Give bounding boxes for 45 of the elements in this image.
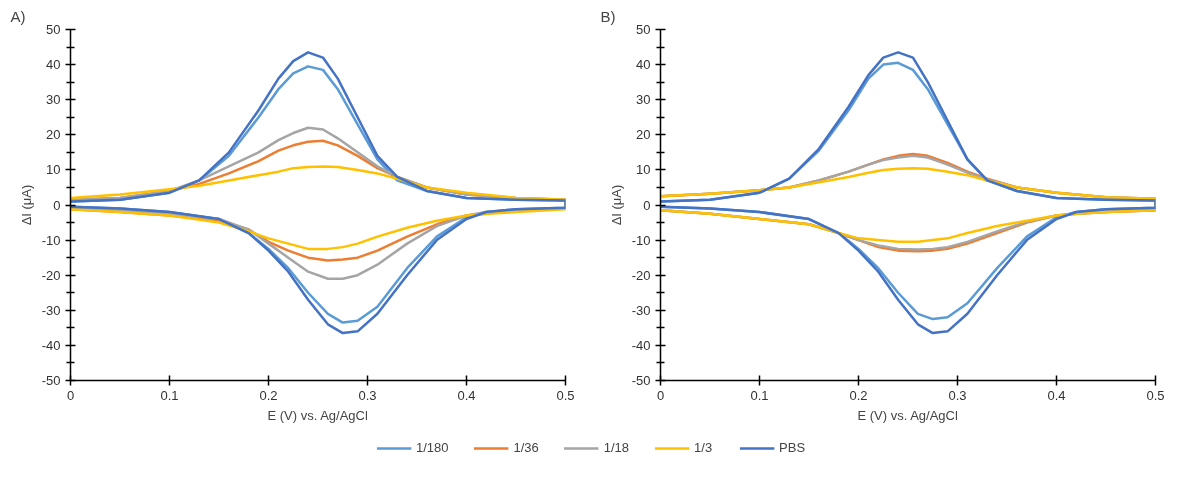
y-tick-label: -50 (631, 373, 651, 388)
legend-label: 1/3 (694, 440, 714, 455)
x-tick-label: 0.4 (1047, 387, 1066, 403)
x-axis-title: E (V) vs. Ag/AgCl (857, 407, 958, 423)
y-tick-label: 10 (636, 162, 651, 178)
x-tick-label: 0.2 (259, 387, 278, 403)
y-tick-label: -40 (631, 337, 651, 353)
x-tick-label: 0.1 (160, 387, 179, 403)
x-tick-label: 0.3 (358, 387, 377, 403)
x-tick-label: 0 (656, 387, 665, 403)
y-tick-label: 40 (46, 57, 61, 73)
y-tick-label: 0 (643, 197, 651, 213)
x-tick-label: 0 (66, 387, 75, 403)
x-tick-label: 0.2 (849, 387, 868, 403)
y-tick-label: 50 (46, 22, 61, 37)
chart-title: B) (600, 7, 616, 25)
y-tick-label: -50 (41, 373, 61, 388)
y-tick-label: -10 (41, 232, 61, 248)
y-tick-label: 10 (46, 162, 61, 178)
x-tick-label: 0.1 (750, 387, 769, 403)
legend-label: 1/180 (415, 440, 449, 455)
y-tick-label: 30 (46, 92, 61, 108)
y-tick-label: 20 (46, 127, 61, 143)
legend-label: PBS (779, 440, 806, 455)
x-tick-label: 0.3 (948, 387, 967, 403)
legend-label: 1/18 (603, 440, 630, 455)
x-tick-label: 0.5 (1146, 387, 1165, 403)
y-tick-label: 50 (636, 22, 651, 37)
y-tick-label: 20 (636, 127, 651, 143)
x-axis-title: E (V) vs. Ag/AgCl (267, 407, 368, 423)
x-tick-label: 0.5 (556, 387, 575, 403)
y-tick-label: -10 (631, 232, 651, 248)
y-tick-label: -20 (631, 267, 651, 283)
y-tick-label: 30 (636, 92, 651, 108)
y-tick-label: -30 (631, 302, 651, 318)
chart-title: A) (10, 7, 26, 25)
y-tick-label: 0 (53, 197, 61, 213)
legend-label: 1/36 (513, 440, 539, 455)
y-axis-title: ΔI (μA) (18, 184, 34, 226)
y-tick-label: -30 (41, 302, 61, 318)
y-tick-label: 40 (636, 57, 651, 73)
y-tick-label: -20 (41, 267, 61, 283)
y-axis-title: ΔI (μA) (608, 184, 624, 226)
x-tick-label: 0.4 (457, 387, 476, 403)
y-tick-label: -40 (41, 337, 61, 353)
